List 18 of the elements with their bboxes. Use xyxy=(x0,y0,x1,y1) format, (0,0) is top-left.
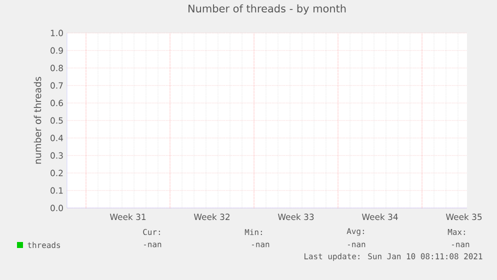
x-tick-label: Week 34 xyxy=(362,214,398,220)
y-tick-label: 0.8 xyxy=(50,64,63,72)
x-tick-label: Week 33 xyxy=(278,214,314,220)
x-tick-label: Week 31 xyxy=(110,214,146,220)
y-tick-label: 0.1 xyxy=(50,187,63,194)
y-tick-label: 0.6 xyxy=(50,100,63,106)
y-tick-label: 0.0 xyxy=(50,204,63,212)
y-tick-label: 1.0 xyxy=(50,30,63,36)
y-axis-title: number of threads xyxy=(34,76,42,164)
x-tick-label: Week 35 xyxy=(446,214,482,220)
y-tick-label: 0.3 xyxy=(50,152,63,159)
y-tick-label: 0.7 xyxy=(50,82,63,89)
y-tick-label: 0.9 xyxy=(50,47,63,54)
chart-title: Number of threads - by month xyxy=(188,4,346,14)
y-tick-label: 0.5 xyxy=(50,117,63,124)
y-tick-label: 0.2 xyxy=(50,170,63,176)
x-tick-label: Week 32 xyxy=(194,214,230,220)
y-tick-label: 0.4 xyxy=(50,134,64,142)
